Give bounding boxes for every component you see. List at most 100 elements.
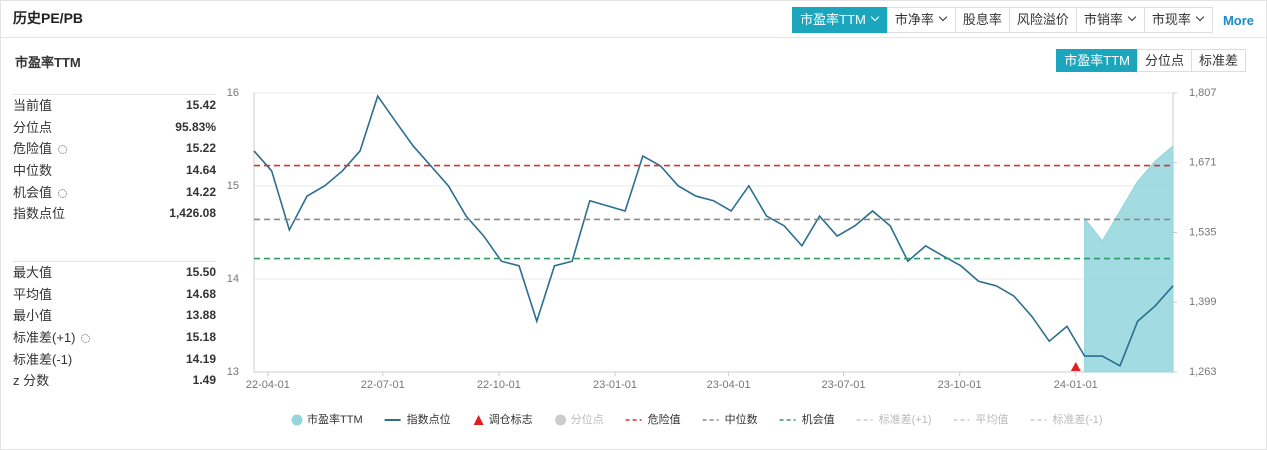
stat-row: 标准差(-1) 14.19: [13, 349, 216, 371]
chevron: [870, 12, 880, 22]
tab-label: 股息率: [962, 12, 1002, 27]
legend-item[interactable]: 指数点位: [384, 412, 451, 426]
tab-label: 市净率: [894, 12, 934, 27]
stat-value: 15.18: [185, 330, 216, 345]
tab-label: 市现率: [1151, 12, 1191, 27]
stat-name: 分位点: [13, 119, 53, 135]
chevron: [1195, 12, 1205, 22]
stat-label: 指数点位: [13, 203, 65, 225]
stat-row: 中位数 14.64: [13, 160, 216, 182]
stat-label: 最小值: [13, 305, 52, 327]
gear-icon[interactable]: [58, 145, 68, 155]
stats-group: 最大值 15.50 平均值 14.68 最小值 13.88 标准差(+1) 15.18 标准差(…: [13, 261, 216, 392]
stat-name: 标准差(+1): [13, 330, 76, 346]
stat-label: 最大值: [13, 262, 52, 284]
x-tick-label: 22-04-01: [246, 379, 290, 391]
legend-label: 市盈率TTM: [307, 412, 363, 426]
stat-value: 14.64: [185, 163, 216, 178]
legend-item[interactable]: 中位数: [702, 412, 758, 426]
y2-tick-label: 1,671: [1189, 157, 1217, 169]
legend-item[interactable]: 标准差(+1): [856, 412, 932, 426]
sub-tab[interactable]: 分位点: [1136, 49, 1192, 72]
stats-group: 当前值 15.42 分位点 95.83% 危险值 15.22 中位数 14.64 机会值 14.2…: [13, 94, 216, 225]
legend-icon: [291, 414, 303, 426]
legend-label: 标准差(+1): [879, 412, 932, 426]
stat-name: 当前值: [13, 98, 53, 113]
stat-value: 13.88: [185, 308, 216, 323]
stat-row: 平均值 14.68: [13, 284, 216, 306]
legend-label: 危险值: [648, 412, 681, 426]
stat-name: 危险值: [13, 141, 53, 157]
stat-name: z 分数: [13, 373, 50, 389]
y2-tick-label: 1,535: [1189, 226, 1217, 238]
tab[interactable]: 风险溢价: [1008, 7, 1077, 33]
chevron: [1127, 12, 1137, 22]
index-line: [253, 94, 1174, 367]
chevron: [938, 12, 948, 22]
stat-row: 机会值 14.22: [13, 182, 216, 204]
y2-tick-label: 1,399: [1189, 296, 1217, 308]
gear-icon[interactable]: [58, 188, 68, 198]
stat-name: 指数点位: [13, 206, 66, 222]
tab[interactable]: 市现率: [1143, 7, 1213, 33]
tab[interactable]: 市盈率TTM: [792, 7, 888, 33]
tab[interactable]: 股息率: [954, 7, 1010, 33]
legend-item[interactable]: 平均值: [953, 413, 1008, 426]
stat-value: 14.68: [185, 286, 216, 301]
stat-value: 15.42: [185, 98, 216, 112]
sub-tab[interactable]: 标准差: [1190, 49, 1246, 72]
legend-label: 平均值: [975, 413, 1008, 426]
x-tick-label: 23-01-01: [593, 379, 637, 391]
legend-label: 中位数: [725, 412, 758, 426]
legend-label: 标准差(-1): [1052, 412, 1102, 426]
legend-item[interactable]: 机会值: [779, 412, 835, 426]
divider: [1, 37, 1266, 38]
x-tick-label: 23-07-01: [821, 379, 865, 391]
stat-row: 最小值 13.88: [13, 305, 216, 327]
stat-value: 95.83%: [175, 119, 216, 134]
legend-item[interactable]: 标准差(-1): [1030, 412, 1103, 426]
stat-name: 机会值: [13, 184, 53, 200]
stat-row: 危险值 15.22: [13, 138, 216, 160]
stat-name: 标准差(-1): [13, 351, 73, 367]
stat-name: 最小值: [13, 308, 53, 324]
legend-item[interactable]: 调仓标志: [473, 412, 533, 426]
y2-tick-label: 1,807: [1189, 87, 1217, 99]
stat-name: 中位数: [13, 163, 53, 179]
stat-row: 分位点 95.83%: [13, 117, 216, 139]
stat-value: 15.50: [185, 265, 216, 279]
sub-tab-bar: 市盈率TTM 分位点 标准差: [1056, 49, 1246, 72]
stat-value: 15.22: [185, 141, 216, 156]
more-link[interactable]: More: [1222, 12, 1254, 28]
tab-label: 市销率: [1083, 12, 1123, 27]
legend-item[interactable]: 分位点: [555, 412, 604, 426]
y-tick-label: 16: [227, 87, 239, 99]
stat-row: 标准差(+1) 15.18: [13, 327, 216, 349]
legend-label: 分位点: [571, 412, 604, 426]
stat-label: 标准差(+1): [13, 327, 91, 349]
sub-tab[interactable]: 市盈率TTM: [1056, 49, 1138, 72]
tab[interactable]: 市净率: [886, 7, 956, 33]
x-tick-label: 23-10-01: [938, 379, 982, 391]
stat-value: 1,426.08: [169, 206, 216, 221]
legend-icon: [555, 414, 567, 426]
legend-label: 调仓标志: [489, 412, 533, 426]
y-tick-label: 14: [227, 273, 239, 285]
stat-value: 1.49: [192, 373, 216, 388]
y-tick-label: 13: [227, 366, 239, 378]
x-tick-label: 22-10-01: [477, 379, 521, 391]
stat-label: 平均值: [13, 284, 52, 306]
legend-item[interactable]: 市盈率TTM: [291, 412, 363, 426]
stat-row: z 分数 1.49: [13, 370, 216, 392]
tab-bar: 市盈率TTM 市净率 股息率 风险溢价 市销率 市现率 More: [792, 7, 1254, 33]
y2-tick-label: 1,263: [1189, 366, 1217, 378]
legend-item[interactable]: 危险值: [625, 412, 681, 426]
stat-value: 14.19: [185, 351, 216, 366]
tab-label: 市盈率TTM: [800, 12, 866, 27]
stat-row: 指数点位 1,426.08: [13, 203, 216, 225]
tab-label: 风险溢价: [1016, 12, 1069, 27]
tab[interactable]: 市销率: [1075, 7, 1145, 33]
stat-label: 标准差(-1): [13, 349, 72, 371]
gear-icon[interactable]: [81, 334, 91, 344]
